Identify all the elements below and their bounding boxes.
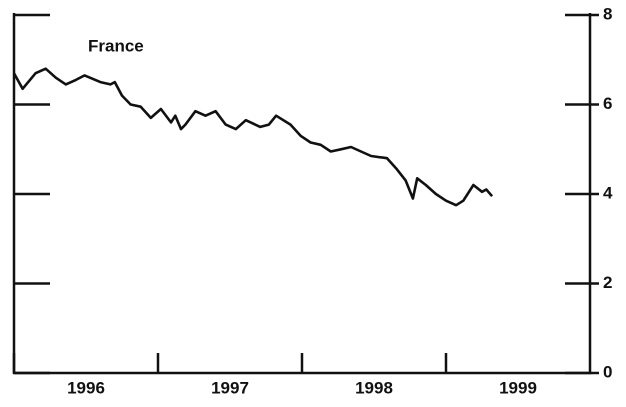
x-tick-label: 1997 <box>211 378 249 397</box>
line-series <box>12 67 494 207</box>
y-tick-label: 2 <box>603 273 612 292</box>
y-tick-label: 6 <box>603 94 612 113</box>
x-tick-label: 1998 <box>355 378 393 397</box>
axis-frame <box>12 13 592 375</box>
x-tick-label: 1999 <box>499 378 537 397</box>
y-tick-label: 8 <box>603 4 612 23</box>
y-tick-label: 4 <box>603 183 613 202</box>
chart-title: France <box>88 36 144 55</box>
y-tick-label: 0 <box>603 362 612 381</box>
x-tick-label: 1996 <box>67 378 105 397</box>
